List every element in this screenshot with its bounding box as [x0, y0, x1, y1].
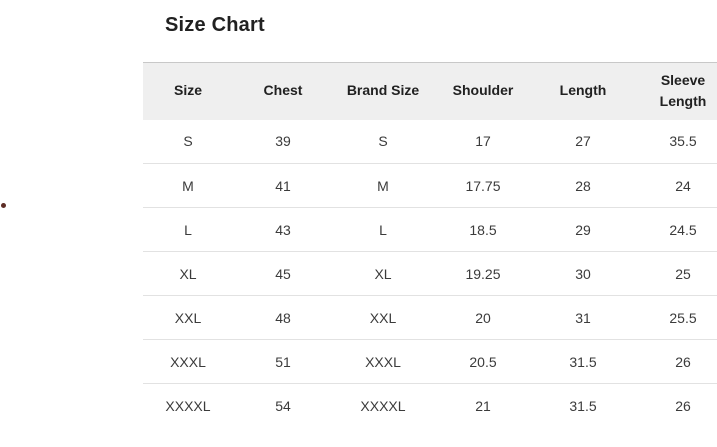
table-cell: 25: [633, 251, 717, 296]
table-cell: 20.5: [433, 339, 533, 384]
table-cell: 48: [233, 295, 333, 340]
stray-dot: [1, 203, 6, 208]
table-cell: 17.75: [433, 163, 533, 208]
table-cell: 39: [233, 119, 333, 164]
table-row-xxl: XXL 48 XXL 20 31 25.5: [143, 295, 717, 340]
table-cell: M: [143, 163, 233, 208]
column-header-sleeve-length: Sleeve Length: [633, 62, 717, 120]
table-cell: 28: [533, 163, 633, 208]
table-cell: XL: [333, 251, 433, 296]
table-cell: 25.5: [633, 295, 717, 340]
size-chart-table: Size Chest Brand Size Shoulder Length Sleeve …: [143, 62, 717, 428]
table-cell: XXL: [143, 295, 233, 340]
table-cell: S: [143, 119, 233, 164]
table-cell: S: [333, 119, 433, 164]
table-cell: XL: [143, 251, 233, 296]
table-cell: XXL: [333, 295, 433, 340]
table-cell: 43: [233, 207, 333, 252]
table-cell: L: [333, 207, 433, 252]
table-header: Size Chest Brand Size Shoulder Length Sleeve …: [143, 62, 717, 120]
table-cell: 19.25: [433, 251, 533, 296]
table-cell: 26: [633, 383, 717, 428]
table-header-row: Size Chest Brand Size Shoulder Length Sleeve …: [143, 62, 717, 120]
table-cell: 54: [233, 383, 333, 428]
column-header-shoulder: Shoulder: [433, 62, 533, 120]
column-header-chest: Chest: [233, 62, 333, 120]
column-header-size: Size: [143, 62, 233, 120]
table-body: S 39 S 17 27 35.5 M 41 M 17.75 28 24 L 43 L 18.5 29 24.5 X…: [143, 119, 717, 428]
table-cell: XXXL: [333, 339, 433, 384]
table-cell: L: [143, 207, 233, 252]
page-title: Size Chart: [165, 14, 265, 36]
table-cell: 51: [233, 339, 333, 384]
column-header-length: Length: [533, 62, 633, 120]
table-cell: XXXXL: [333, 383, 433, 428]
table-cell: 31.5: [533, 339, 633, 384]
table-row-xl: XL 45 XL 19.25 30 25: [143, 251, 717, 296]
table-cell: 27: [533, 119, 633, 164]
table-cell: 17: [433, 119, 533, 164]
table-cell: 29: [533, 207, 633, 252]
table-cell: XXXL: [143, 339, 233, 384]
table-row-m: M 41 M 17.75 28 24: [143, 163, 717, 208]
table-row-xxxl: XXXL 51 XXXL 20.5 31.5 26: [143, 339, 717, 384]
table-cell: 24.5: [633, 207, 717, 252]
size-chart-table-container: Size Chest Brand Size Shoulder Length Sleeve …: [143, 62, 717, 428]
table-cell: 31: [533, 295, 633, 340]
table-cell: 41: [233, 163, 333, 208]
table-cell: 24: [633, 163, 717, 208]
table-cell: 35.5: [633, 119, 717, 164]
table-cell: 21: [433, 383, 533, 428]
table-row-xxxxl: XXXXL 54 XXXXL 21 31.5 26: [143, 383, 717, 428]
table-cell: 30: [533, 251, 633, 296]
table-cell: 20: [433, 295, 533, 340]
table-row-s: S 39 S 17 27 35.5: [143, 119, 717, 164]
table-cell: XXXXL: [143, 383, 233, 428]
table-cell: 45: [233, 251, 333, 296]
table-cell: 31.5: [533, 383, 633, 428]
table-cell: 26: [633, 339, 717, 384]
table-cell: M: [333, 163, 433, 208]
table-row-l: L 43 L 18.5 29 24.5: [143, 207, 717, 252]
table-cell: 18.5: [433, 207, 533, 252]
column-header-brand-size: Brand Size: [333, 62, 433, 120]
